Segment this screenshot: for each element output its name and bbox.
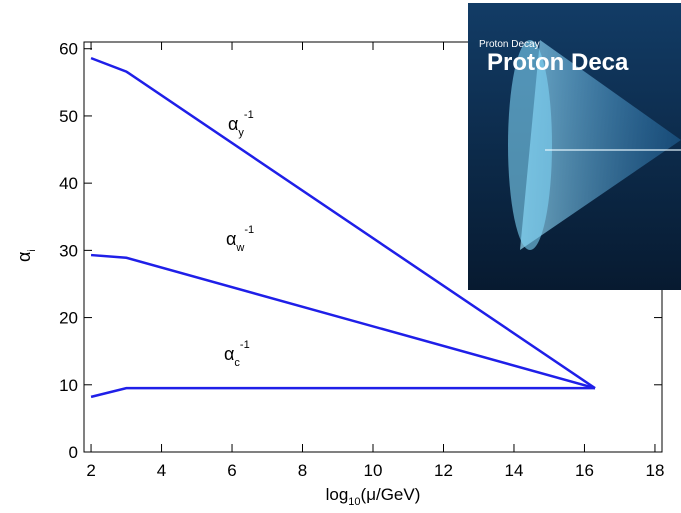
x-tick-label: 4	[157, 461, 166, 480]
x-tick-label: 18	[645, 461, 664, 480]
x-label-base: log	[326, 485, 349, 504]
series-annotation: αw-1	[226, 224, 254, 254]
series-annotation: αc-1	[224, 339, 250, 369]
inset-cone-base	[508, 40, 552, 250]
x-tick-label: 6	[227, 461, 236, 480]
series-line	[90, 56, 596, 390]
y-tick-label: 40	[59, 174, 78, 193]
inset-image: Proton Decay Proton Deca	[468, 3, 681, 290]
y-tick-label: 30	[59, 241, 78, 260]
annotation-superscript: -1	[244, 109, 254, 121]
x-tick-label: 16	[575, 461, 594, 480]
annotation-symbol: α	[224, 344, 234, 364]
inset-cone	[520, 40, 681, 250]
series-line	[90, 386, 596, 399]
x-label-subscript: 10	[348, 496, 360, 508]
series-annotation: αy-1	[228, 109, 254, 139]
annotation-symbol: α	[226, 229, 236, 249]
y-axis-label: αi	[14, 249, 38, 262]
x-tick-label: 8	[298, 461, 307, 480]
inset-caption: Proton Decay	[479, 39, 540, 50]
series-line	[90, 253, 596, 390]
x-label-rest: (μ/GeV)	[361, 485, 421, 504]
y-tick-label: 50	[59, 107, 78, 126]
x-tick-label: 14	[505, 461, 524, 480]
annotation-superscript: -1	[244, 224, 254, 236]
y-tick-label: 60	[59, 40, 78, 59]
y-tick-label: 20	[59, 309, 78, 328]
annotation-subscript: y	[238, 127, 244, 139]
x-axis-label: log10(μ/GeV)	[326, 485, 421, 508]
y-tick-label: 10	[59, 376, 78, 395]
annotation-superscript: -1	[240, 339, 250, 351]
y-tick-label: 0	[69, 443, 78, 462]
y-label-subscript: i	[27, 249, 38, 251]
inset-title: Proton Deca	[487, 49, 629, 76]
axes: 2 4 6 8 10 12 14 16 180102030405060log10(μ/GeV)α…	[14, 40, 664, 508]
annotation-symbol: α	[228, 114, 238, 134]
annotation-subscript: w	[235, 242, 244, 254]
y-label-symbol: α	[14, 252, 34, 262]
x-tick-label: 10	[364, 461, 383, 480]
x-tick-label: 2	[86, 461, 95, 480]
x-tick-label: 12	[434, 461, 453, 480]
annotation-subscript: c	[234, 357, 240, 369]
